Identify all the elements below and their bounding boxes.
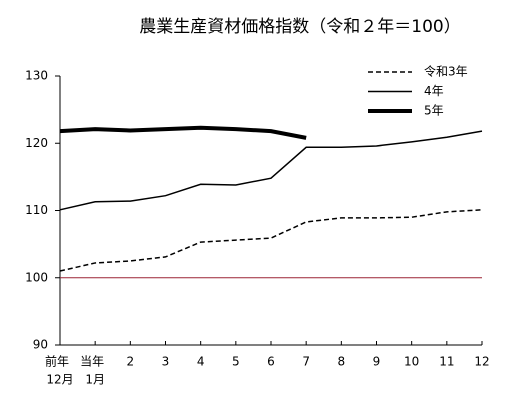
x-tick-label: 5 <box>232 355 240 369</box>
y-tick-label: 110 <box>25 203 48 217</box>
y-tick-label: 100 <box>25 270 48 284</box>
series-line <box>59 209 483 272</box>
x-tick-label: 2 <box>127 355 135 369</box>
x-tick-label: 12月 <box>46 373 73 387</box>
y-tick-label: 130 <box>25 69 48 83</box>
x-tick-label: 10 <box>404 355 419 369</box>
legend-label: 令和3年 <box>424 64 468 79</box>
series-line <box>59 130 483 211</box>
x-tick-label: 前年 <box>45 354 69 369</box>
y-tick-label: 90 <box>33 338 48 352</box>
series-line <box>59 125 307 140</box>
x-tick-label: 1月 <box>85 373 105 387</box>
legend-label: 5年 <box>424 104 444 118</box>
x-tick-label: 当年 <box>80 355 104 369</box>
x-tick-label: 12 <box>474 355 489 369</box>
x-tick-label: 8 <box>338 355 346 369</box>
x-tick-label: 9 <box>373 355 381 369</box>
legend-label: 4年 <box>424 84 444 98</box>
chart-title: 農業生産資材価格指数（令和２年＝100） <box>139 17 460 37</box>
x-tick-label: 11 <box>439 355 454 369</box>
x-tick-label: 3 <box>162 355 170 369</box>
x-tick-label: 7 <box>302 355 310 369</box>
y-tick-label: 120 <box>25 136 48 150</box>
x-tick-label: 6 <box>267 355 275 369</box>
x-tick-label: 4 <box>197 355 205 369</box>
